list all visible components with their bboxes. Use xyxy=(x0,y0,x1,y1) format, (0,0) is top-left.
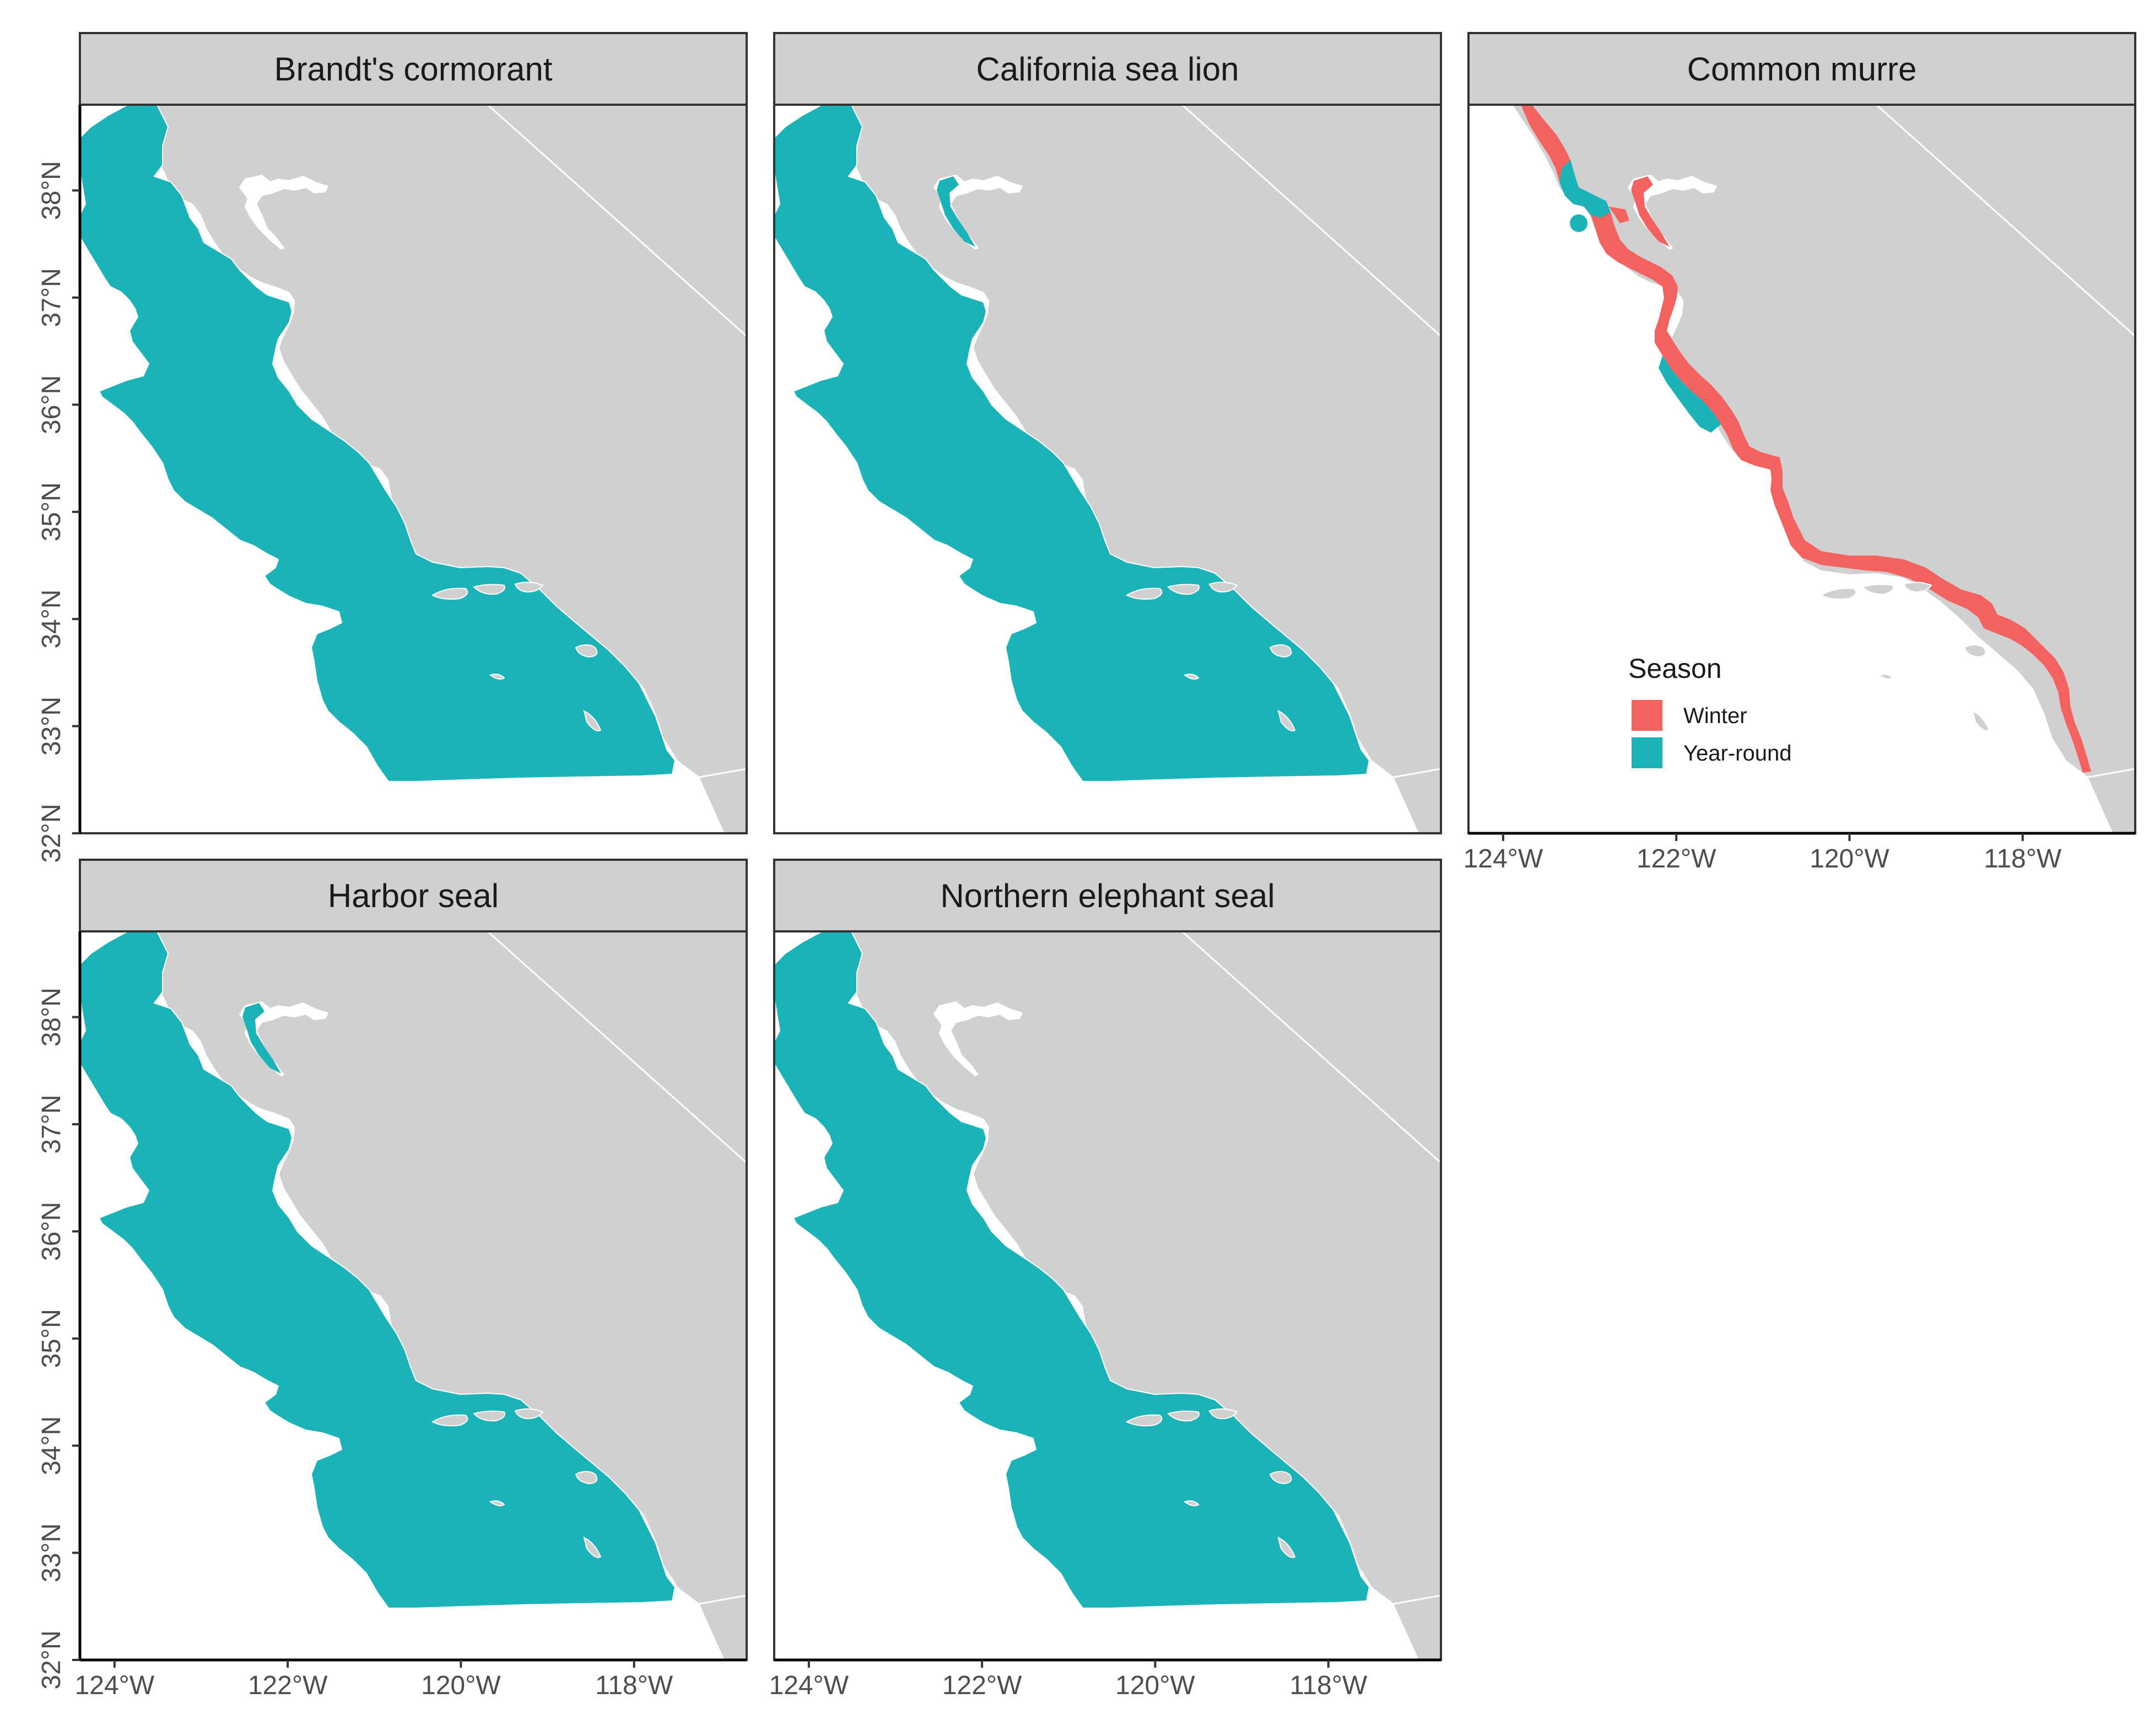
facet-title: Northern elephant seal xyxy=(940,877,1275,914)
legend-label-winter: Winter xyxy=(1683,704,1747,728)
x-tick-label: 118°W xyxy=(1984,844,2062,874)
legend-key-winter xyxy=(1632,700,1662,731)
habitat-year-round-central xyxy=(1659,355,1721,433)
y-tick-label: 35°N xyxy=(37,482,66,541)
habitat-bay xyxy=(242,1003,281,1074)
habitat-winter-golden-gate xyxy=(1609,207,1629,223)
x-tick-label: 120°W xyxy=(1810,844,1889,874)
y-tick-label: 34°N xyxy=(37,1416,66,1475)
map-area: 32°N 33°N 34°N 35°N 36°N 37°N 38°N 124°W 122°W 12… xyxy=(37,930,748,1700)
y-tick-label: 33°N xyxy=(37,697,66,756)
facet-title: Brandt's cormorant xyxy=(274,51,553,88)
habitat-year-round-farallon xyxy=(1570,214,1588,232)
x-tick-label: 122°W xyxy=(1637,844,1716,874)
state-border-nevada xyxy=(487,105,747,337)
habitat-bay-winter xyxy=(1631,176,1670,247)
y-tick-label: 34°N xyxy=(37,590,66,649)
y-tick-label: 35°N xyxy=(37,1309,66,1368)
map-area xyxy=(773,104,1442,834)
panel-brandt-s-cormorant: Brandt's cormorant 32°N 33°N 34°N 35°N 36°N 37… xyxy=(37,32,748,863)
border-mexico xyxy=(699,768,747,778)
y-tick-label: 32°N xyxy=(37,804,66,862)
facet-strip xyxy=(773,859,1442,932)
x-tick-label: 118°W xyxy=(1289,1671,1368,1700)
habitat-bay xyxy=(937,176,975,247)
x-tick-label: 120°W xyxy=(1115,1671,1195,1700)
land-baja xyxy=(700,772,747,833)
state-border-nevada xyxy=(487,931,747,1164)
facet-title: Common murre xyxy=(1687,51,1917,88)
legend: Season Winter Year-round xyxy=(1628,653,1791,768)
facet-strip xyxy=(1467,32,2136,106)
y-tick-label: 37°N xyxy=(37,268,66,327)
x-tick-label: 122°W xyxy=(248,1671,328,1700)
border-mexico xyxy=(2088,768,2135,778)
land-baja xyxy=(1394,772,1441,833)
x-tick-label: 118°W xyxy=(595,1671,673,1700)
state-border-nevada xyxy=(1181,105,1441,337)
panel-california-sea-lion: California sea lion xyxy=(773,32,1442,834)
x-tick-label: 124°W xyxy=(75,1671,155,1700)
land-mainland xyxy=(124,105,747,833)
border-mexico xyxy=(1394,768,1441,778)
land-mainland xyxy=(124,931,747,1660)
land-mainland xyxy=(818,931,1441,1660)
panel-northern-elephant-seal: Northern elephant seal 124°W 122°W 120°W 118… xyxy=(769,859,1442,1700)
habitat-year-round-north xyxy=(1559,160,1611,218)
panel-harbor-seal: Harbor seal 32°N 33°N 34°N 35°N 36°N 37°N 38°N 1… xyxy=(37,859,748,1700)
y-tick-label: 33°N xyxy=(37,1523,66,1582)
y-tick-label: 37°N xyxy=(37,1095,66,1153)
state-border-nevada xyxy=(1876,105,2135,337)
land-mainland xyxy=(818,105,1441,833)
state-border-nevada xyxy=(1181,931,1441,1164)
y-tick-label: 38°N xyxy=(37,988,66,1047)
facet-title: Harbor seal xyxy=(328,877,499,914)
facet-title: California sea lion xyxy=(976,51,1239,88)
land-baja xyxy=(700,1598,747,1660)
y-tick-label: 36°N xyxy=(37,1202,66,1261)
border-mexico xyxy=(699,1594,747,1605)
legend-key-year-round xyxy=(1632,737,1662,768)
facet-strip xyxy=(773,32,1442,106)
legend-label-year-round: Year-round xyxy=(1683,741,1791,765)
y-tick-label: 38°N xyxy=(37,161,66,220)
map-area: 124°W 122°W 120°W 118°W xyxy=(769,930,1442,1700)
border-mexico xyxy=(1394,1594,1441,1605)
x-tick-label: 124°W xyxy=(769,1671,849,1700)
facet-strip xyxy=(79,32,748,106)
facet-strip xyxy=(79,859,748,932)
map-area: 32°N 33°N 34°N 35°N 36°N 37°N 38°N xyxy=(37,104,748,863)
panel-common-murre: Common murre 124°W 122°W 120°W 118°W xyxy=(1464,32,2136,874)
x-tick-label: 124°W xyxy=(1464,844,1543,874)
land-baja xyxy=(2088,772,2135,833)
land-baja xyxy=(1394,1598,1441,1660)
x-tick-label: 120°W xyxy=(421,1671,501,1700)
y-tick-label: 32°N xyxy=(37,1630,66,1689)
panel-border xyxy=(773,104,1442,834)
legend-title: Season xyxy=(1628,653,1722,684)
x-tick-label: 122°W xyxy=(942,1671,1022,1700)
map-area: 124°W 122°W 120°W 118°W xyxy=(1464,104,2136,874)
y-tick-label: 36°N xyxy=(37,375,66,434)
